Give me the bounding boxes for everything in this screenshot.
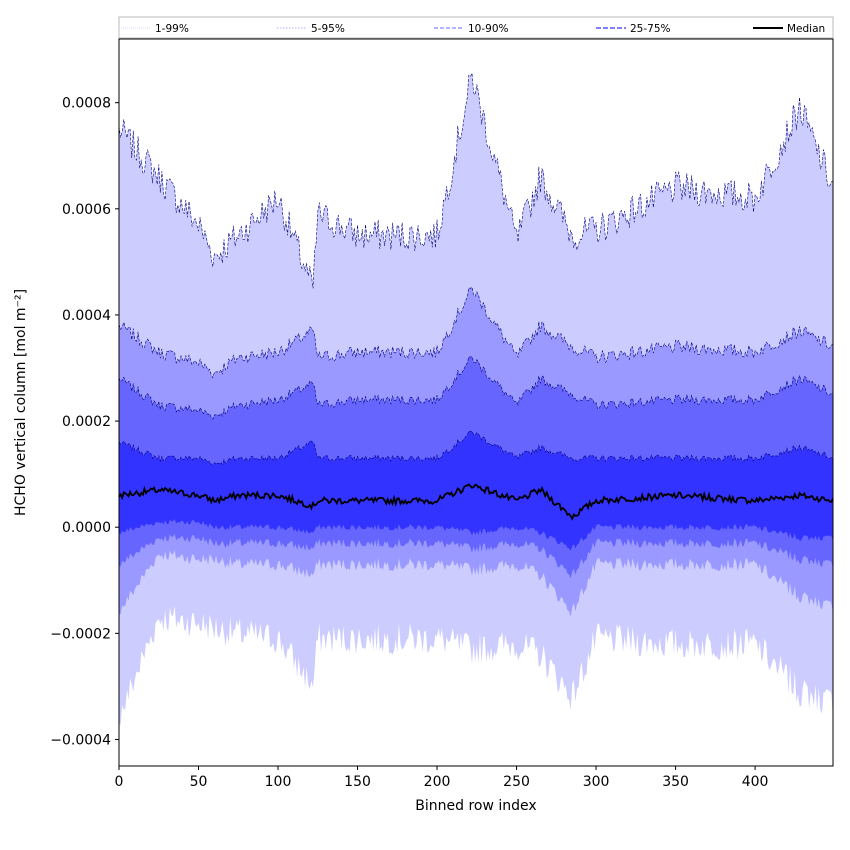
x-tick-label: 100 — [265, 774, 292, 790]
legend-box — [118, 16, 834, 39]
x-axis: 0 50 100 150 200 250 300 350 400 — [115, 766, 769, 790]
y-axis-label: HCHO vertical column [mol m⁻²] — [13, 289, 29, 516]
y-tick-label: 0.0000 — [62, 520, 111, 536]
plot-frame — [118, 38, 834, 767]
y-tick-label: 0.0006 — [62, 202, 111, 218]
x-tick-label: 0 — [115, 774, 124, 790]
y-tick-label: −0.0004 — [50, 732, 111, 748]
y-tick-label: 0.0002 — [62, 414, 111, 430]
percentile-bands — [119, 73, 833, 726]
legend-label: 25-75% — [630, 23, 671, 35]
band-upper-edge-5-95% — [118, 286, 834, 379]
band-upper-edge-1-99% — [118, 72, 834, 289]
legend-label: 10-90% — [468, 23, 509, 35]
band-edges — [118, 72, 834, 467]
y-tick-label: 0.0008 — [62, 96, 111, 112]
x-tick-label: 200 — [424, 774, 451, 790]
band-25-75% — [119, 431, 833, 551]
median-layer — [118, 483, 834, 521]
y-tick-label: −0.0002 — [50, 626, 111, 642]
y-axis: −0.0004 −0.0002 0.0000 0.0002 0.0004 0.0006 0.… — [50, 96, 119, 748]
x-tick-label: 50 — [190, 774, 208, 790]
x-tick-label: 300 — [583, 774, 610, 790]
band-upper-edge-25-75% — [118, 430, 834, 467]
x-tick-label: 250 — [503, 774, 530, 790]
legend-label: 5-95% — [311, 23, 345, 35]
y-tick-label: 0.0004 — [62, 308, 111, 324]
x-tick-label: 350 — [662, 774, 689, 790]
x-axis-label: Binned row index — [415, 798, 536, 814]
legend: 1-99% 5-95% 10-90% 25-75% Median — [118, 16, 834, 39]
band-upper-edge-10-90% — [118, 356, 834, 420]
x-tick-label: 400 — [742, 774, 769, 790]
x-tick-label: 150 — [344, 774, 371, 790]
legend-label: Median — [787, 23, 825, 35]
median-line — [118, 483, 834, 521]
legend-label: 1-99% — [155, 23, 189, 35]
